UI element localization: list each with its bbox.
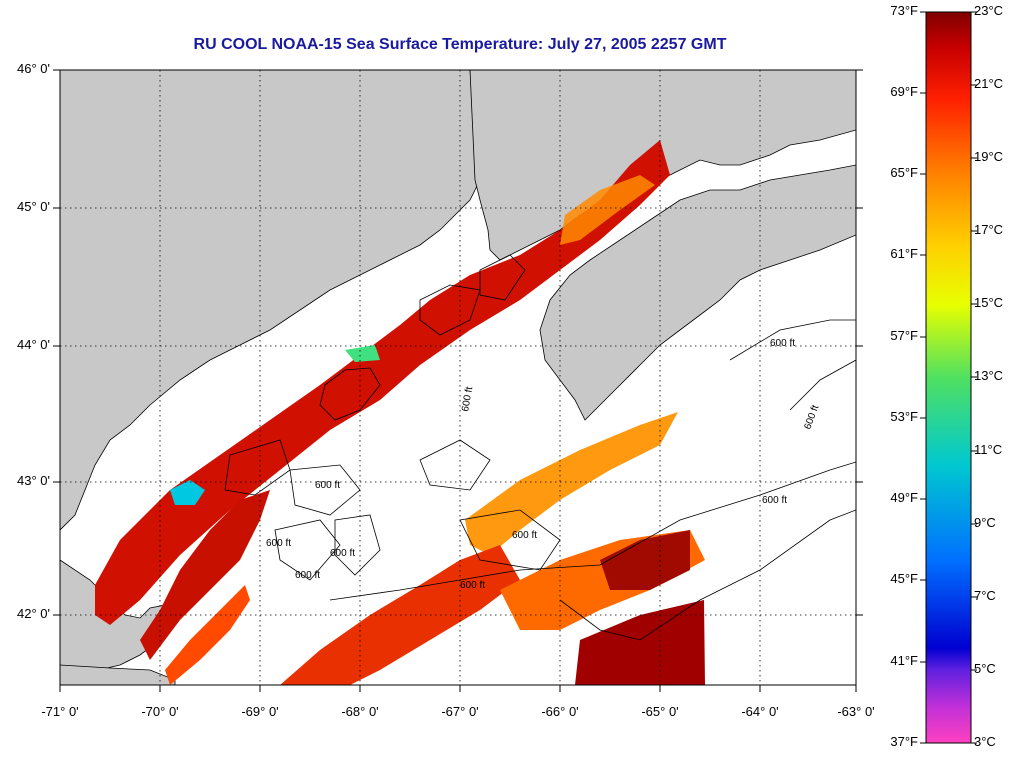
contour-label: 600 ft [460, 386, 475, 413]
colorbar-c-label: 5°C [974, 661, 996, 676]
colorbar-f-label: 65°F [890, 165, 918, 180]
sst-swath-orange-north [560, 175, 655, 245]
contour-label: 600 ft [770, 338, 795, 349]
lon-label: -70° 0' [141, 704, 179, 719]
colorbar-f-label: 57°F [890, 328, 918, 343]
colorbar-c-label: 11°C [974, 442, 1003, 457]
sst-swath-southeast-dark [575, 600, 705, 685]
colorbar-c-label: 9°C [974, 515, 996, 530]
ticks [53, 69, 863, 692]
lat-label: 43° 0' [17, 473, 50, 488]
lat-label: 42° 0' [17, 606, 50, 621]
colorbar-f-label: 41°F [890, 653, 918, 668]
contour-label: 600 ft [315, 480, 340, 491]
lon-label: -68° 0' [341, 704, 379, 719]
colorbar-f-label: 73°F [890, 3, 918, 18]
colorbar-c-label: 13°C [974, 368, 1004, 383]
sst-cold-spot [170, 480, 205, 505]
colorbar-f-label: 37°F [890, 734, 918, 749]
colorbar-f-label: 61°F [890, 246, 918, 261]
colorbar-c-label: 23°C [974, 3, 1004, 18]
colorbar [925, 11, 972, 744]
colorbar-c-label: 17°C [974, 222, 1004, 237]
sst-swath-main [95, 140, 670, 625]
lon-label: -65° 0' [641, 704, 679, 719]
contour-label: 600 ft [512, 530, 537, 541]
land-maine [60, 70, 481, 531]
contour-label: 600 ft [460, 580, 485, 591]
colorbar-ticks [920, 11, 977, 744]
lon-label: -64° 0' [741, 704, 779, 719]
sst-cold-spot-2 [345, 345, 380, 362]
colorbar-f-label: 69°F [890, 84, 918, 99]
colorbar-f-label: 45°F [890, 571, 918, 586]
contour-label: 600 ft [295, 570, 320, 581]
sst-swath-east [465, 412, 678, 555]
contour-label: 600 ft [330, 548, 355, 559]
colorbar-c-label: 21°C [974, 76, 1004, 91]
colorbar-c-label: 3°C [974, 734, 996, 749]
lon-label: -71° 0' [41, 704, 79, 719]
lon-label: -69° 0' [241, 704, 279, 719]
map-title: RU COOL NOAA-15 Sea Surface Temperature:… [193, 36, 727, 53]
land-nova-scotia [539, 164, 856, 421]
contour-label: 600 ft [762, 495, 787, 506]
lat-label: 46° 0' [17, 61, 50, 76]
lat-label: 44° 0' [17, 337, 50, 352]
sst-swath-south [165, 585, 250, 685]
lon-label: -63° 0' [837, 704, 875, 719]
colorbar-c-label: 7°C [974, 588, 996, 603]
depth-contours [224, 254, 856, 641]
lon-label: -67° 0' [441, 704, 479, 719]
colorbar-c-label: 19°C [974, 149, 1004, 164]
colorbar-f-label: 53°F [890, 409, 918, 424]
sst-swath-southwest [140, 490, 270, 660]
lat-label: 45° 0' [17, 199, 50, 214]
colorbar-c-label: 15°C [974, 295, 1004, 310]
sst-swath-dark-patch [600, 530, 690, 590]
lon-label: -66° 0' [541, 704, 579, 719]
colorbar-f-label: 49°F [890, 490, 918, 505]
contour-label: 600 ft [266, 538, 291, 549]
